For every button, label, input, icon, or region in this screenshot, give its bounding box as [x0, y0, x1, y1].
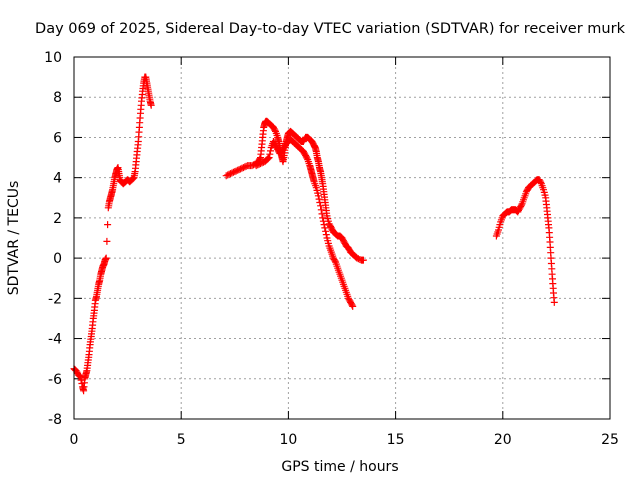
y-tick-label: 0 [53, 251, 62, 267]
x-tick-label: 15 [387, 432, 405, 448]
y-tick-label: -2 [48, 291, 62, 307]
data-point [348, 301, 356, 309]
data-point [319, 214, 327, 222]
series-segment-2b [252, 136, 357, 310]
series-segment-3 [492, 176, 558, 306]
data-point [264, 155, 272, 163]
data-point [314, 192, 322, 200]
data-point [322, 227, 330, 235]
data-point [147, 101, 155, 109]
data-point [266, 150, 274, 158]
data-point [319, 217, 327, 225]
data-point [271, 126, 279, 134]
y-tick-label: 6 [53, 130, 62, 146]
data-point [537, 178, 545, 186]
data-point [103, 237, 111, 245]
plot-frame [73, 56, 611, 420]
series-segment-2a [222, 117, 367, 264]
data-point [517, 201, 525, 209]
grid [74, 57, 610, 419]
data-point [316, 199, 324, 206]
x-tick-label: 10 [279, 432, 297, 448]
data-point [104, 221, 112, 229]
y-tick-label: 2 [53, 211, 62, 227]
data-point [256, 155, 264, 163]
data-point [321, 224, 329, 232]
data-point [102, 254, 110, 262]
data-point [318, 210, 326, 218]
y-tick-label: -4 [48, 332, 62, 348]
chart-title: Day 069 of 2025, Sidereal Day-to-day VTE… [35, 21, 626, 37]
data-point [349, 302, 357, 310]
y-tick-labels: -8 -6 -4 -2 0 2 4 6 8 10 [44, 50, 62, 428]
data-point [322, 231, 330, 239]
x-axis-label: GPS time / hours [281, 459, 398, 475]
y-tick-label: 4 [53, 171, 62, 187]
data-point [265, 154, 273, 162]
y-tick-label: 8 [53, 90, 62, 106]
x-tick-label: 0 [70, 432, 79, 448]
x-tick-label: 25 [601, 432, 619, 448]
data-point [320, 221, 328, 229]
series-segment-1 [70, 73, 155, 395]
y-axis-label: SDTVAR / TECUs [6, 181, 22, 296]
y-tick-label: 10 [44, 50, 62, 66]
data-point [359, 256, 367, 264]
y-tick-label: -6 [48, 372, 62, 388]
data-point [317, 202, 325, 210]
data-point [303, 154, 311, 162]
data-point [331, 257, 339, 265]
x-tick-label: 5 [177, 432, 186, 448]
data-points [70, 73, 558, 395]
data-point [315, 195, 323, 203]
x-tick-labels: 0 5 10 15 20 25 [70, 432, 619, 448]
data-point [267, 147, 274, 155]
y-tick-label: -8 [48, 412, 62, 428]
data-point [317, 206, 325, 214]
data-point [75, 371, 83, 379]
data-point [550, 298, 558, 306]
x-tick-label: 20 [494, 432, 512, 448]
